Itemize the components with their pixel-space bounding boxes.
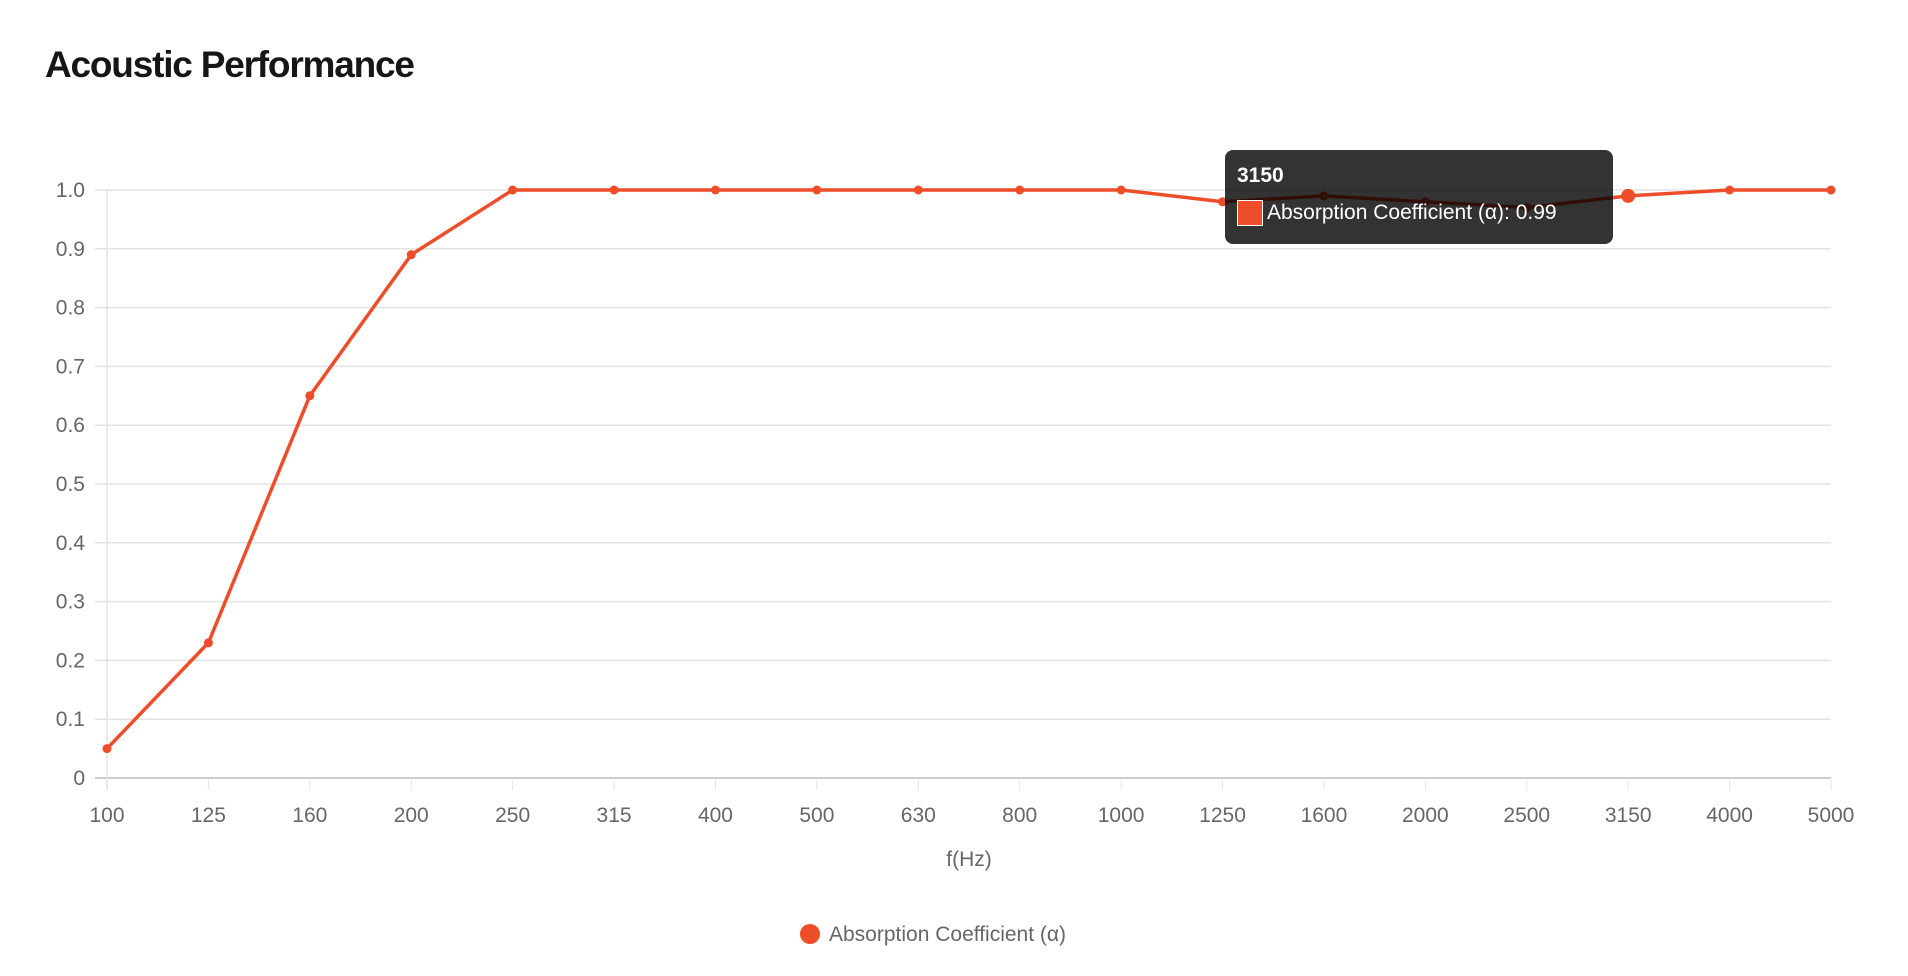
tooltip-swatch [1237, 200, 1263, 226]
legend-marker [800, 924, 820, 944]
y-tick-label: 0.2 [56, 649, 85, 672]
data-point [1725, 185, 1735, 195]
series-line [105, 188, 1831, 750]
y-tick-label: 0 [73, 767, 85, 790]
data-point [1218, 197, 1228, 207]
x-tick-label: 400 [698, 804, 733, 827]
data-point [1015, 185, 1025, 195]
data-point [913, 185, 923, 195]
data-point [812, 185, 822, 195]
data-point [1826, 185, 1836, 195]
data-point [1621, 188, 1636, 203]
y-tick-label: 0.3 [56, 591, 85, 614]
data-point [102, 744, 112, 754]
chart-title: Acoustic Performance [45, 44, 415, 85]
x-tick-label: 125 [191, 804, 226, 827]
data-point [406, 250, 416, 260]
data-point [710, 185, 720, 195]
y-tick-label: 1.0 [56, 179, 85, 202]
y-tick-label: 0.7 [56, 355, 85, 378]
y-tick-label: 0.6 [56, 414, 85, 437]
y-tick-label: 0.5 [56, 473, 85, 496]
x-tick-label: 2000 [1402, 804, 1449, 827]
x-tick-label: 5000 [1808, 804, 1855, 827]
x-tick-label: 2500 [1503, 804, 1550, 827]
x-tick-label: 3150 [1605, 804, 1652, 827]
x-tick-label: 500 [799, 804, 834, 827]
x-tick-label: 1000 [1098, 804, 1145, 827]
x-tick-label: 250 [495, 804, 530, 827]
data-point [203, 638, 213, 648]
legend-label: Absorption Coefficient (α) [829, 923, 1066, 946]
x-tick-label: 4000 [1706, 804, 1753, 827]
x-tick-label: 315 [597, 804, 632, 827]
tooltip: 3150 Absorption Coefficient (α): 0.99 [1225, 150, 1613, 244]
tooltip-title: 3150 [1237, 164, 1284, 187]
y-tick-label: 0.1 [56, 708, 85, 731]
data-point [609, 185, 619, 195]
data-point [305, 391, 315, 401]
y-tick-label: 0.8 [56, 297, 85, 320]
x-tick-label: 630 [901, 804, 936, 827]
x-tick-label: 1250 [1199, 804, 1246, 827]
x-tick-label: 800 [1002, 804, 1037, 827]
x-axis-title: f(Hz) [946, 848, 992, 871]
y-tick-label: 0.9 [56, 238, 85, 261]
data-point [508, 185, 518, 195]
x-tick-label: 1600 [1301, 804, 1348, 827]
y-tick-label: 0.4 [56, 532, 86, 555]
tooltip-label: Absorption Coefficient (α): 0.99 [1267, 201, 1557, 224]
x-tick-label: 200 [394, 804, 429, 827]
x-tick-label: 100 [89, 804, 124, 827]
x-tick-label: 160 [292, 804, 327, 827]
data-point [1116, 185, 1126, 195]
